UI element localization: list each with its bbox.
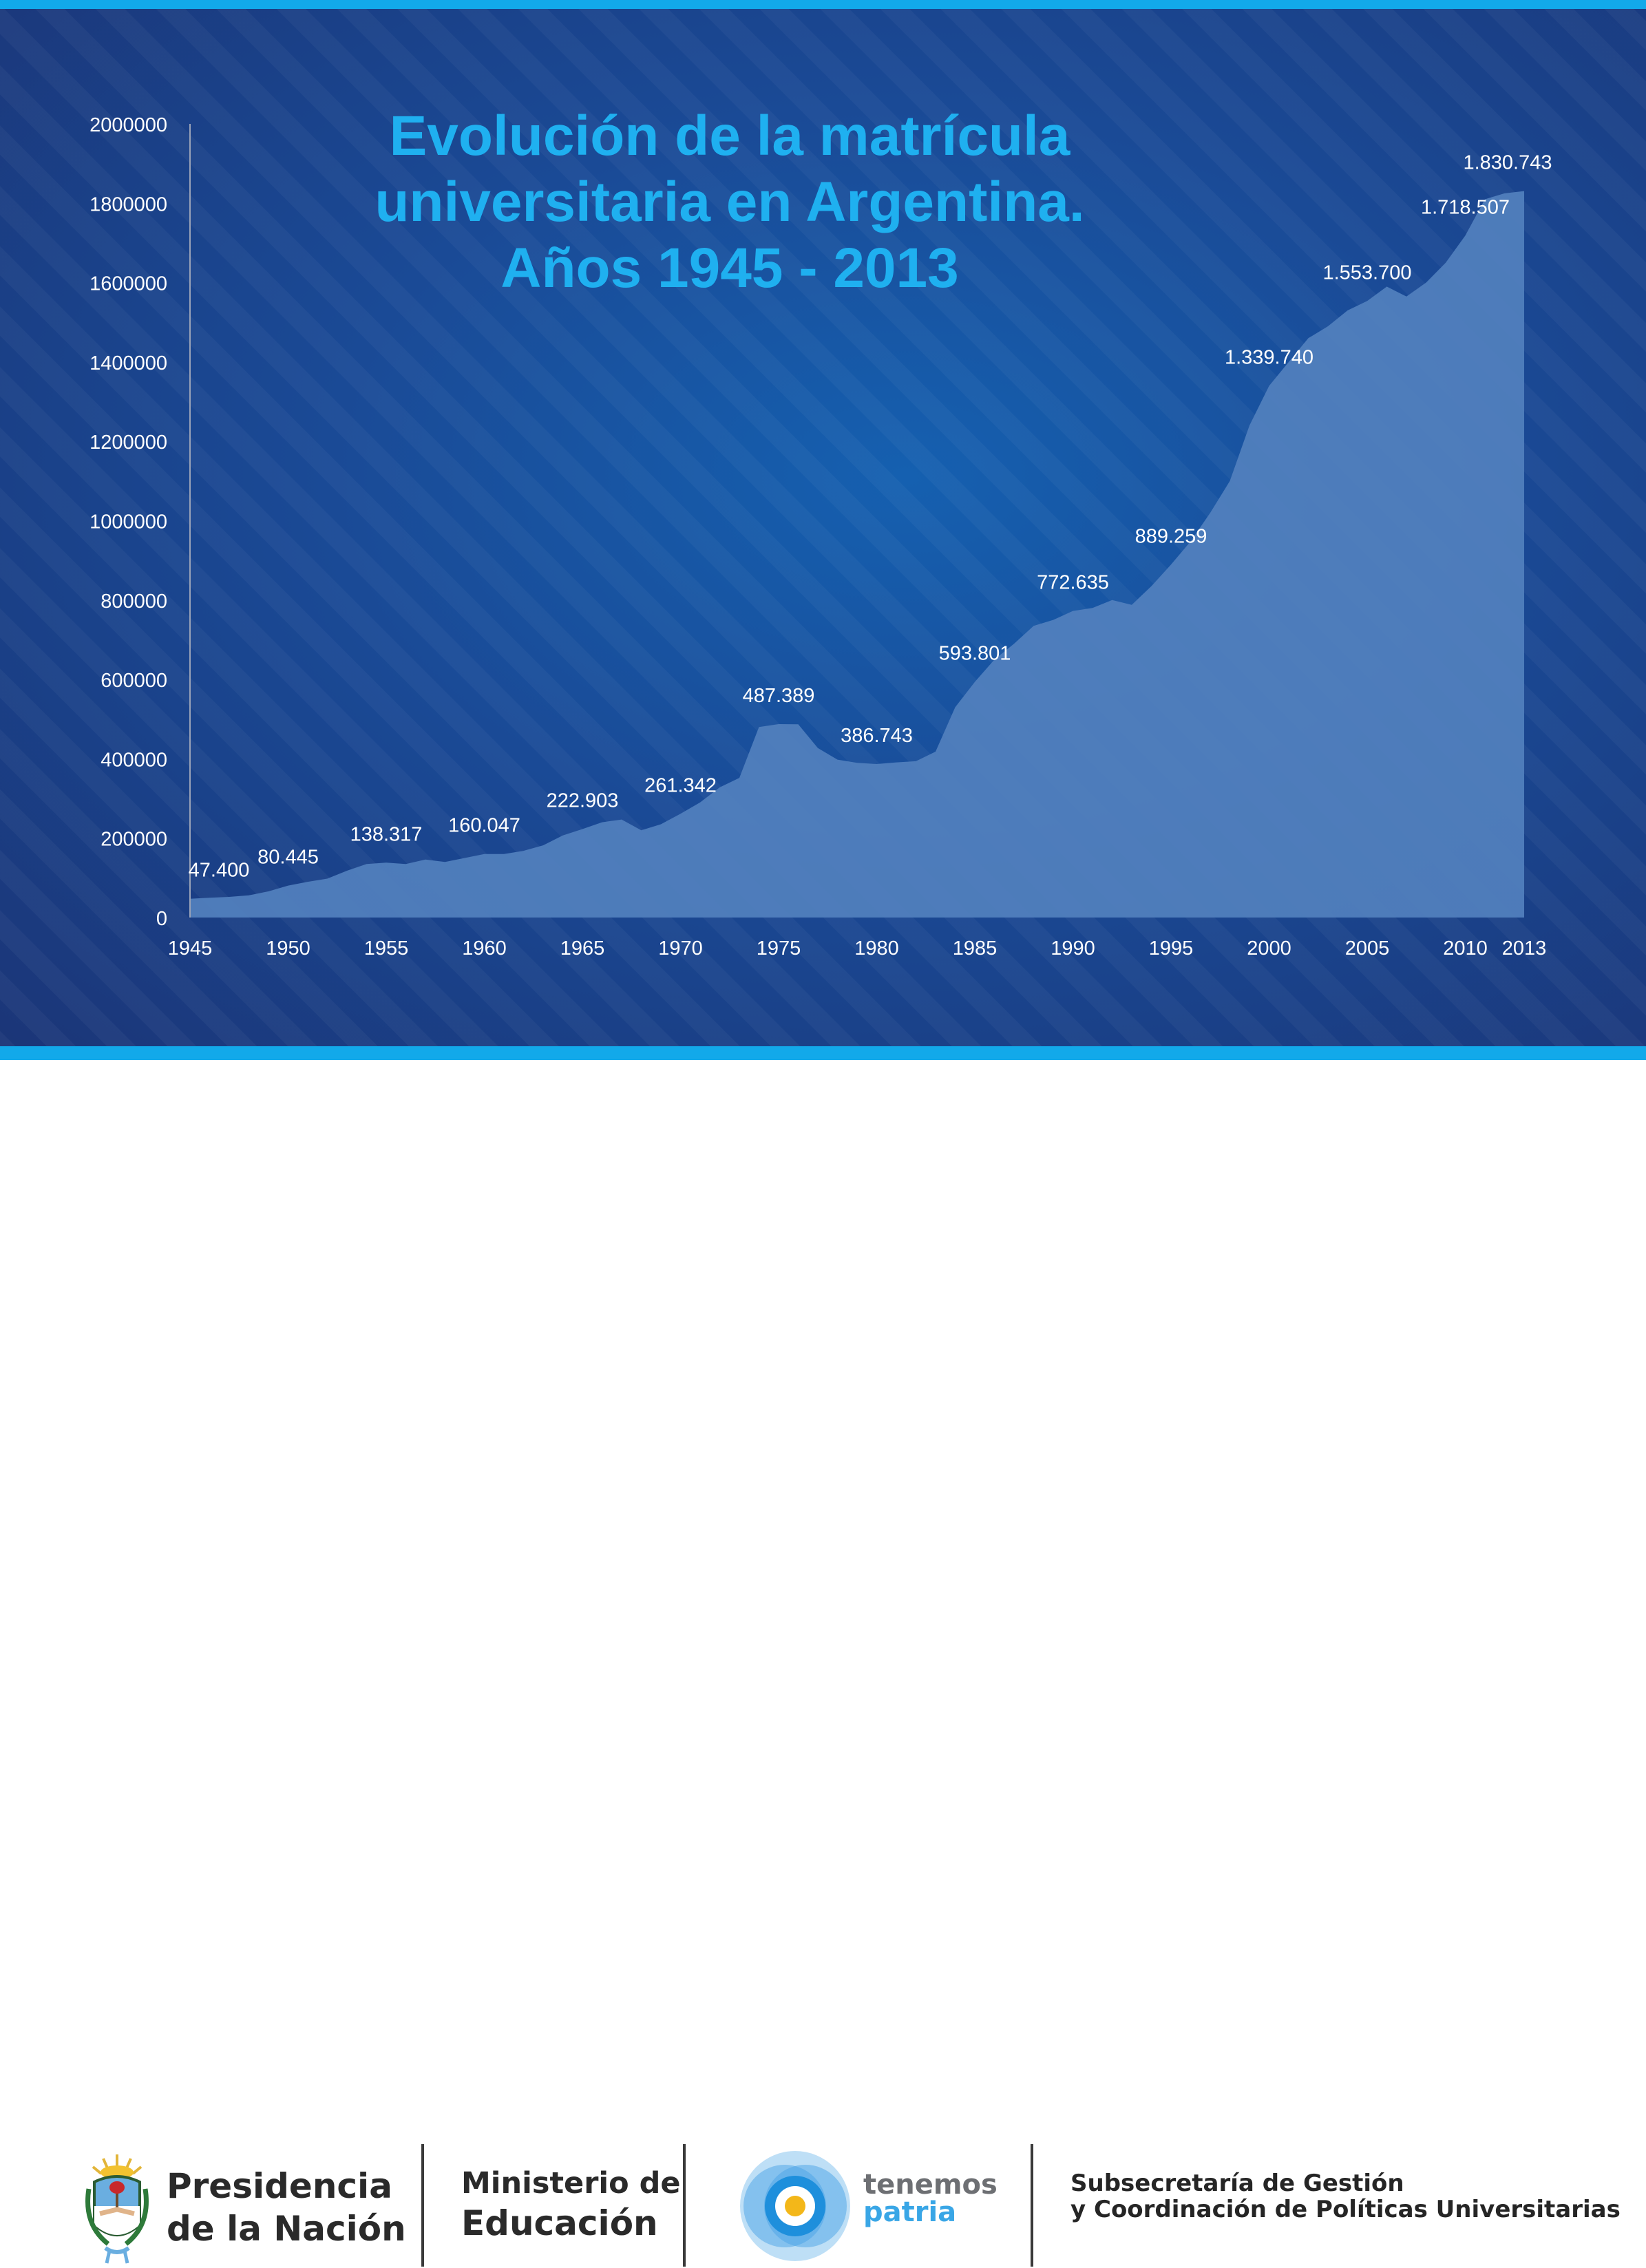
y-tick-label: 400000	[101, 749, 167, 771]
y-tick-label: 200000	[101, 829, 167, 851]
national-coat-of-arms-logo	[85, 2154, 149, 2264]
x-tick-label: 1950	[266, 937, 310, 960]
y-tick-label: 600000	[101, 670, 167, 692]
chart-slide: 0 200000 400000 600000 800000 1000000 1200000 1…	[0, 0, 1646, 1060]
top-accent-bar	[0, 0, 1646, 9]
subsecretaria-line-2: y Coordinación de Políticas Universitari…	[1070, 2196, 1621, 2223]
footer-divider	[421, 2144, 424, 2267]
x-tick-label: 1985	[953, 937, 998, 960]
chart-title: Evolución de la matrícula universitaria …	[317, 103, 1143, 301]
footer-divider	[1031, 2144, 1033, 2267]
presidencia-line-2: de la Nación	[167, 2209, 406, 2249]
y-tick-label: 1000000	[89, 511, 167, 533]
y-tick-label: 800000	[101, 591, 167, 613]
y-tick-label: 1200000	[89, 432, 167, 454]
x-tick-label: 1955	[364, 937, 409, 960]
footer: Presidencia de la Nación Ministerio de E…	[0, 1060, 1646, 2267]
x-tick-label: 1995	[1149, 937, 1194, 960]
enrollment-area-series	[190, 191, 1524, 918]
title-line-2: universitaria en Argentina.	[374, 171, 1085, 233]
title-line-3: Años 1945 - 2013	[500, 237, 959, 299]
data-label: 889.259	[1135, 525, 1207, 547]
x-tick-label: 1970	[658, 937, 703, 960]
data-label: 222.903	[547, 789, 619, 812]
y-tick-label: 1800000	[89, 193, 167, 215]
data-label: 1.553.700	[1322, 262, 1411, 284]
subsecretaria-line-1: Subsecretaría de Gestión	[1070, 2170, 1404, 2197]
x-tick-label: 1990	[1051, 937, 1095, 960]
x-tick-label: 2000	[1247, 937, 1291, 960]
data-label: 80.445	[257, 847, 319, 869]
bottom-accent-bar	[0, 1046, 1646, 1060]
tenemos-patria-emblem-icon	[740, 2151, 850, 2261]
data-label: 1.830.743	[1463, 152, 1552, 174]
data-label: 160.047	[448, 815, 520, 837]
data-label: 261.342	[644, 774, 717, 796]
x-tick-label: 1945	[168, 937, 213, 960]
tenemos-patria-text: tenemos patria	[863, 2171, 998, 2226]
y-tick-label: 1400000	[89, 352, 167, 374]
data-label: 138.317	[350, 823, 423, 845]
x-tick-label: 1965	[560, 937, 605, 960]
presidencia-line-1: Presidencia	[167, 2166, 392, 2206]
x-tick-label: 1980	[854, 937, 899, 960]
x-tick-label: 2010	[1443, 937, 1488, 960]
patria-line: patria	[863, 2196, 957, 2228]
data-label: 772.635	[1037, 572, 1109, 594]
y-tick-label: 1600000	[89, 273, 167, 295]
x-tick-label: 2013	[1502, 937, 1547, 960]
data-label: 593.801	[939, 643, 1011, 665]
footer-divider	[683, 2144, 686, 2267]
subsecretaria-text: Subsecretaría de Gestión y Coordinación …	[1070, 2170, 1621, 2223]
x-tick-label: 1975	[757, 937, 801, 960]
enrollment-area-chart: 0 200000 400000 600000 800000 1000000 1200000 1…	[89, 114, 1552, 960]
title-line-1: Evolución de la matrícula	[389, 105, 1070, 167]
ministerio-line-2: Educación	[461, 2203, 658, 2243]
tenemos-line: tenemos	[863, 2169, 998, 2201]
presidencia-logo-text: Presidencia de la Nación	[167, 2165, 406, 2250]
data-label: 386.743	[841, 725, 913, 747]
ministerio-logo-text: Ministerio de Educación	[461, 2163, 681, 2243]
y-tick-label: 0	[156, 908, 167, 930]
x-tick-label: 2005	[1345, 937, 1390, 960]
data-label: 47.400	[189, 860, 250, 882]
data-label: 1.339.740	[1225, 347, 1313, 369]
data-label: 1.718.507	[1421, 196, 1510, 218]
ministerio-line-1: Ministerio de	[461, 2166, 681, 2201]
y-tick-label: 2000000	[89, 114, 167, 136]
x-tick-label: 1960	[462, 937, 507, 960]
data-label: 487.389	[743, 685, 815, 707]
